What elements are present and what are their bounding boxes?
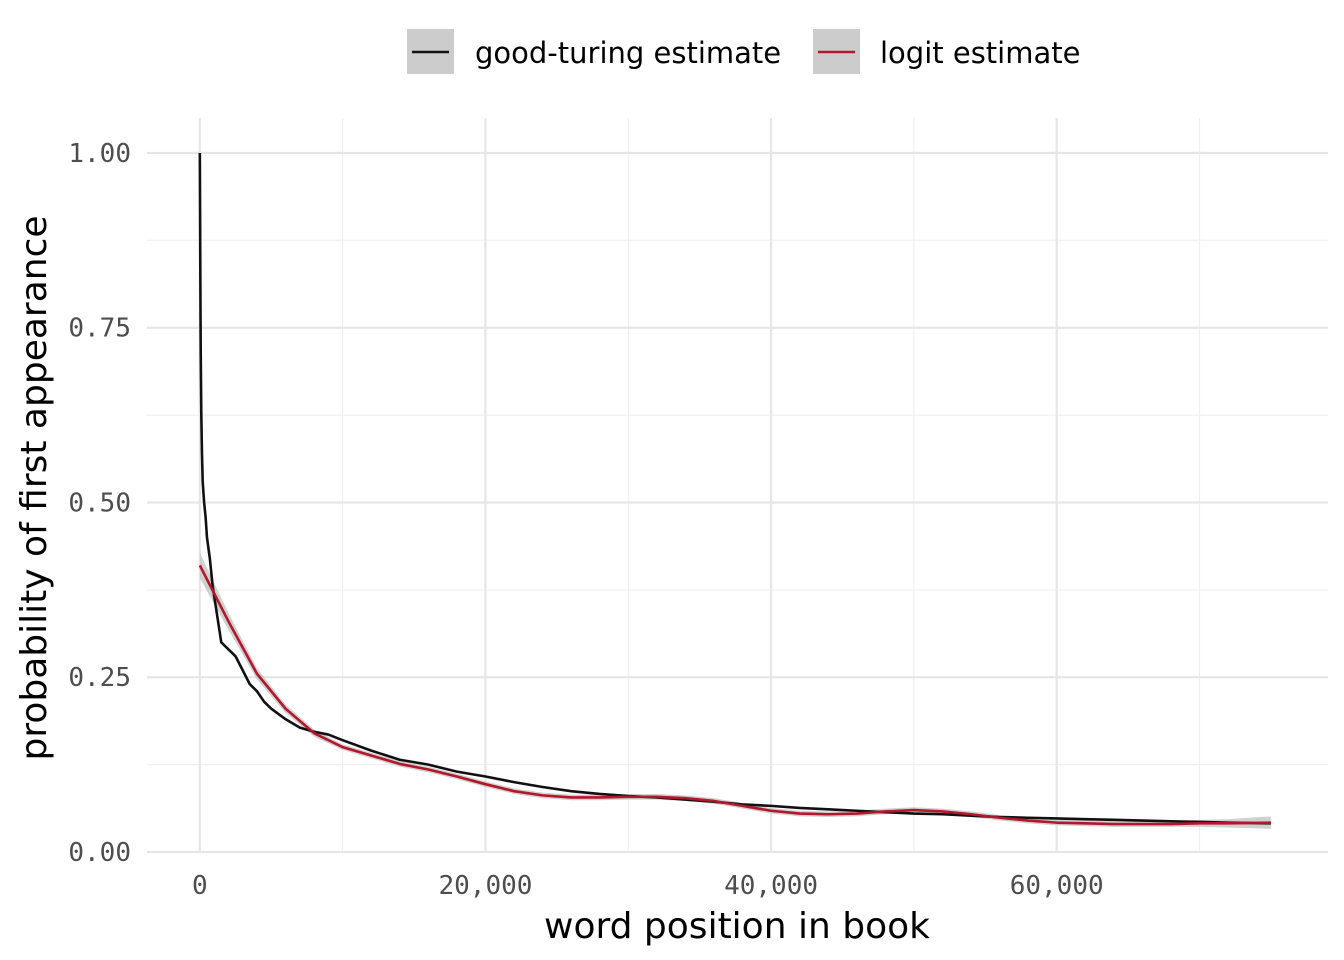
legend-label-good-turing: good-turing estimate — [475, 36, 781, 70]
y-tick-label: 0.75 — [68, 314, 131, 344]
x-axis-title: word position in book — [544, 906, 930, 947]
confidence-bands — [199, 552, 1271, 829]
grid-major — [147, 118, 1328, 854]
x-tick-label: 0 — [192, 871, 208, 901]
legend-label-logit: logit estimate — [880, 36, 1080, 70]
y-axis-title: probability of first appearance — [14, 215, 55, 760]
confidence-band-1 — [199, 552, 1271, 829]
x-tick-label: 20,000 — [438, 871, 532, 901]
series-line-0 — [198, 152, 1271, 825]
x-tick-label: 40,000 — [724, 871, 818, 901]
y-tick-label: 1.00 — [68, 139, 131, 169]
y-tick-label: 0.50 — [68, 488, 131, 518]
legend: good-turing estimate logit estimate — [407, 29, 1080, 74]
series-line-1 — [198, 564, 1271, 826]
y-axis-ticks: 0.00 0.25 0.50 0.75 1.00 — [68, 139, 131, 868]
x-tick-label: 60,000 — [1010, 871, 1104, 901]
x-axis-ticks: 0 20,000 40,000 60,000 — [192, 871, 1104, 901]
grid-minor — [147, 118, 1328, 852]
y-tick-label: 0.00 — [68, 838, 131, 868]
series-lines — [198, 152, 1271, 826]
y-tick-label: 0.25 — [68, 663, 131, 693]
